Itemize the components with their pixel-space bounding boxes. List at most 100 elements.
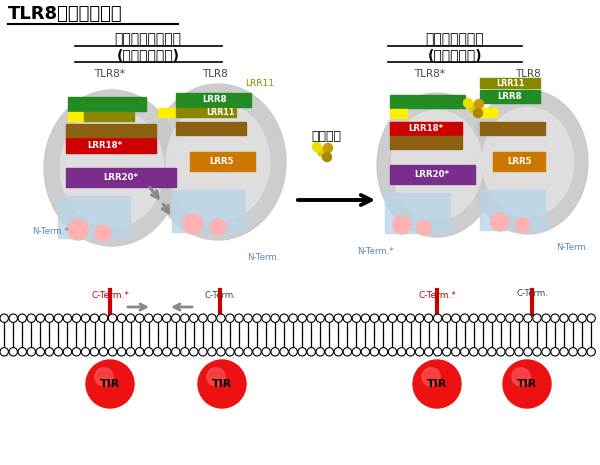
Circle shape	[262, 314, 270, 322]
Text: LRR11: LRR11	[496, 79, 524, 87]
Text: LRR18*: LRR18*	[88, 141, 122, 150]
Circle shape	[271, 348, 280, 356]
Circle shape	[68, 220, 88, 240]
Circle shape	[551, 348, 559, 356]
Circle shape	[271, 314, 280, 322]
Circle shape	[379, 348, 388, 356]
Circle shape	[515, 348, 523, 356]
Circle shape	[470, 314, 478, 322]
Circle shape	[81, 314, 89, 322]
Text: LRR5: LRR5	[507, 157, 531, 166]
Circle shape	[491, 213, 509, 231]
Circle shape	[289, 314, 298, 322]
Circle shape	[316, 348, 325, 356]
Bar	[58, 196, 130, 238]
Circle shape	[210, 219, 226, 235]
Circle shape	[36, 314, 44, 322]
Circle shape	[533, 348, 541, 356]
Circle shape	[86, 360, 134, 408]
Text: LRR20*: LRR20*	[104, 173, 139, 182]
Circle shape	[323, 144, 332, 153]
Circle shape	[0, 314, 8, 322]
Ellipse shape	[61, 109, 164, 227]
Circle shape	[280, 314, 289, 322]
Circle shape	[578, 314, 586, 322]
Circle shape	[334, 314, 343, 322]
Circle shape	[578, 348, 586, 356]
Circle shape	[54, 348, 62, 356]
Text: リガンド結合型: リガンド結合型	[425, 32, 484, 46]
Circle shape	[163, 314, 171, 322]
Circle shape	[181, 348, 189, 356]
Circle shape	[488, 314, 496, 322]
Circle shape	[109, 348, 117, 356]
Circle shape	[307, 314, 316, 322]
Circle shape	[9, 314, 17, 322]
Circle shape	[388, 348, 397, 356]
Circle shape	[136, 348, 144, 356]
Circle shape	[289, 348, 298, 356]
Circle shape	[452, 348, 460, 356]
Circle shape	[352, 348, 361, 356]
Circle shape	[235, 348, 243, 356]
Text: N-Term.: N-Term.	[556, 244, 588, 252]
Circle shape	[253, 314, 261, 322]
Text: TIR: TIR	[517, 379, 537, 389]
Bar	[480, 122, 545, 135]
Ellipse shape	[166, 103, 269, 221]
Bar	[385, 193, 450, 233]
Circle shape	[226, 348, 234, 356]
Circle shape	[235, 314, 243, 322]
Circle shape	[145, 314, 153, 322]
Text: C-Term.: C-Term.	[516, 288, 548, 298]
Circle shape	[452, 314, 460, 322]
Bar	[66, 124, 156, 137]
Circle shape	[506, 314, 514, 322]
Circle shape	[506, 348, 514, 356]
Circle shape	[587, 314, 595, 322]
Text: LRR11: LRR11	[206, 108, 234, 117]
Circle shape	[413, 360, 461, 408]
Circle shape	[469, 104, 478, 113]
Circle shape	[442, 348, 451, 356]
Circle shape	[497, 314, 505, 322]
Circle shape	[45, 348, 53, 356]
Bar	[390, 122, 462, 135]
Circle shape	[393, 216, 411, 234]
Circle shape	[72, 314, 80, 322]
Circle shape	[199, 314, 207, 322]
Circle shape	[208, 314, 216, 322]
Circle shape	[280, 348, 289, 356]
Circle shape	[503, 360, 551, 408]
Circle shape	[118, 314, 126, 322]
Circle shape	[461, 348, 469, 356]
Bar	[172, 190, 244, 232]
Bar	[493, 152, 545, 171]
Circle shape	[91, 348, 99, 356]
Text: LRR11: LRR11	[245, 80, 274, 88]
Circle shape	[397, 348, 406, 356]
Circle shape	[127, 348, 135, 356]
Bar	[176, 93, 251, 107]
Circle shape	[18, 348, 26, 356]
Circle shape	[560, 314, 568, 322]
Circle shape	[361, 314, 370, 322]
Ellipse shape	[150, 84, 286, 240]
Circle shape	[325, 348, 334, 356]
Circle shape	[464, 99, 473, 107]
Text: LRR18*: LRR18*	[409, 124, 443, 133]
Ellipse shape	[377, 93, 497, 237]
Circle shape	[515, 218, 529, 232]
Bar	[190, 152, 255, 171]
Circle shape	[63, 348, 71, 356]
Circle shape	[198, 360, 246, 408]
Circle shape	[27, 314, 35, 322]
Circle shape	[100, 314, 108, 322]
Circle shape	[370, 348, 379, 356]
Ellipse shape	[482, 107, 574, 217]
Text: N-Term.*: N-Term.*	[32, 227, 68, 237]
Text: TLR8*: TLR8*	[95, 69, 125, 79]
Circle shape	[587, 348, 595, 356]
Bar	[176, 108, 236, 117]
Text: (不活性化状態): (不活性化状態)	[116, 48, 179, 62]
